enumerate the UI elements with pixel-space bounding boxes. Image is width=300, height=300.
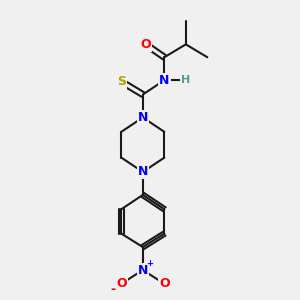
Text: O: O xyxy=(159,277,169,290)
Text: H: H xyxy=(181,75,190,85)
Text: N: N xyxy=(138,111,148,124)
Text: N: N xyxy=(138,166,148,178)
Text: -: - xyxy=(111,283,116,296)
Text: +: + xyxy=(146,259,153,268)
Text: O: O xyxy=(140,38,151,51)
Text: O: O xyxy=(116,277,127,290)
Text: N: N xyxy=(138,263,148,277)
Text: N: N xyxy=(159,74,169,87)
Text: S: S xyxy=(117,75,126,88)
